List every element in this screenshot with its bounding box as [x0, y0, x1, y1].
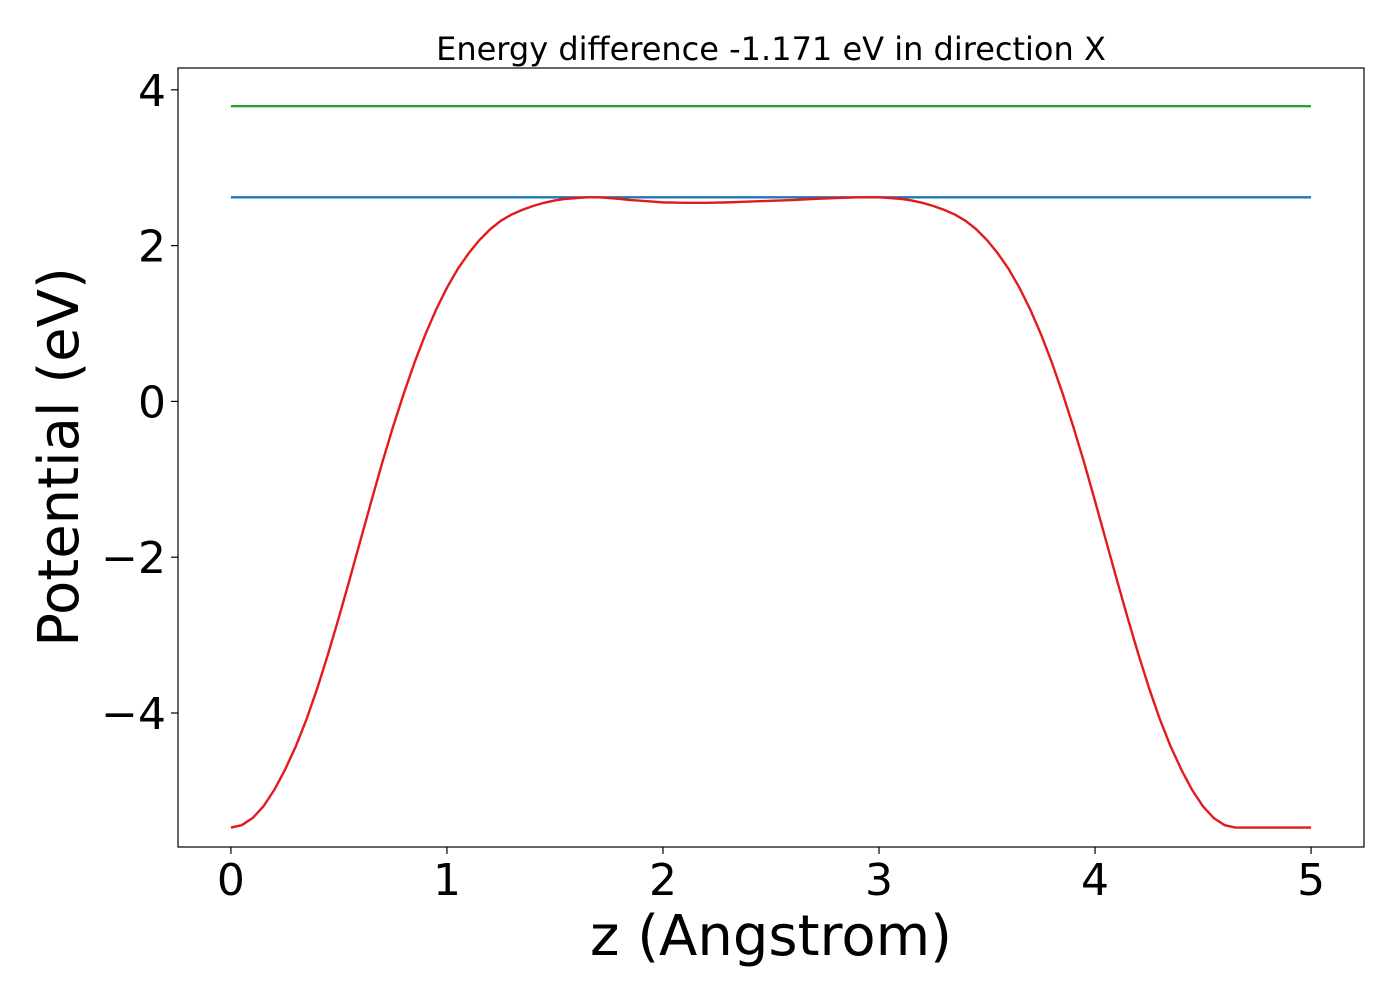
- x-axis-label: z (Angstrom): [590, 904, 952, 969]
- x-tick-label: 0: [217, 855, 245, 906]
- y-tick-label: −4: [101, 689, 166, 740]
- y-tick-label: −2: [101, 533, 166, 584]
- y-axis-label: Potential (eV): [27, 267, 92, 647]
- y-tick-label: 2: [138, 222, 166, 273]
- plot-area-frame: [177, 67, 1365, 848]
- series-line-3: [230, 196, 1312, 829]
- chart-title: Energy difference -1.171 eV in direction…: [436, 30, 1106, 68]
- x-tick-label: 2: [649, 855, 677, 906]
- y-tick-label: 0: [138, 377, 166, 428]
- x-tick-label: 4: [1081, 855, 1109, 906]
- x-tick-label: 1: [433, 855, 461, 906]
- x-tick-label: 3: [865, 855, 893, 906]
- y-axis-ticks: −4 −2 0 2 4: [101, 66, 178, 740]
- series-layer: [230, 104, 1312, 829]
- x-axis-ticks: 0 1 2 3 4 5: [217, 847, 1325, 906]
- x-tick-label: 5: [1297, 855, 1325, 906]
- y-tick-label: 4: [138, 66, 166, 117]
